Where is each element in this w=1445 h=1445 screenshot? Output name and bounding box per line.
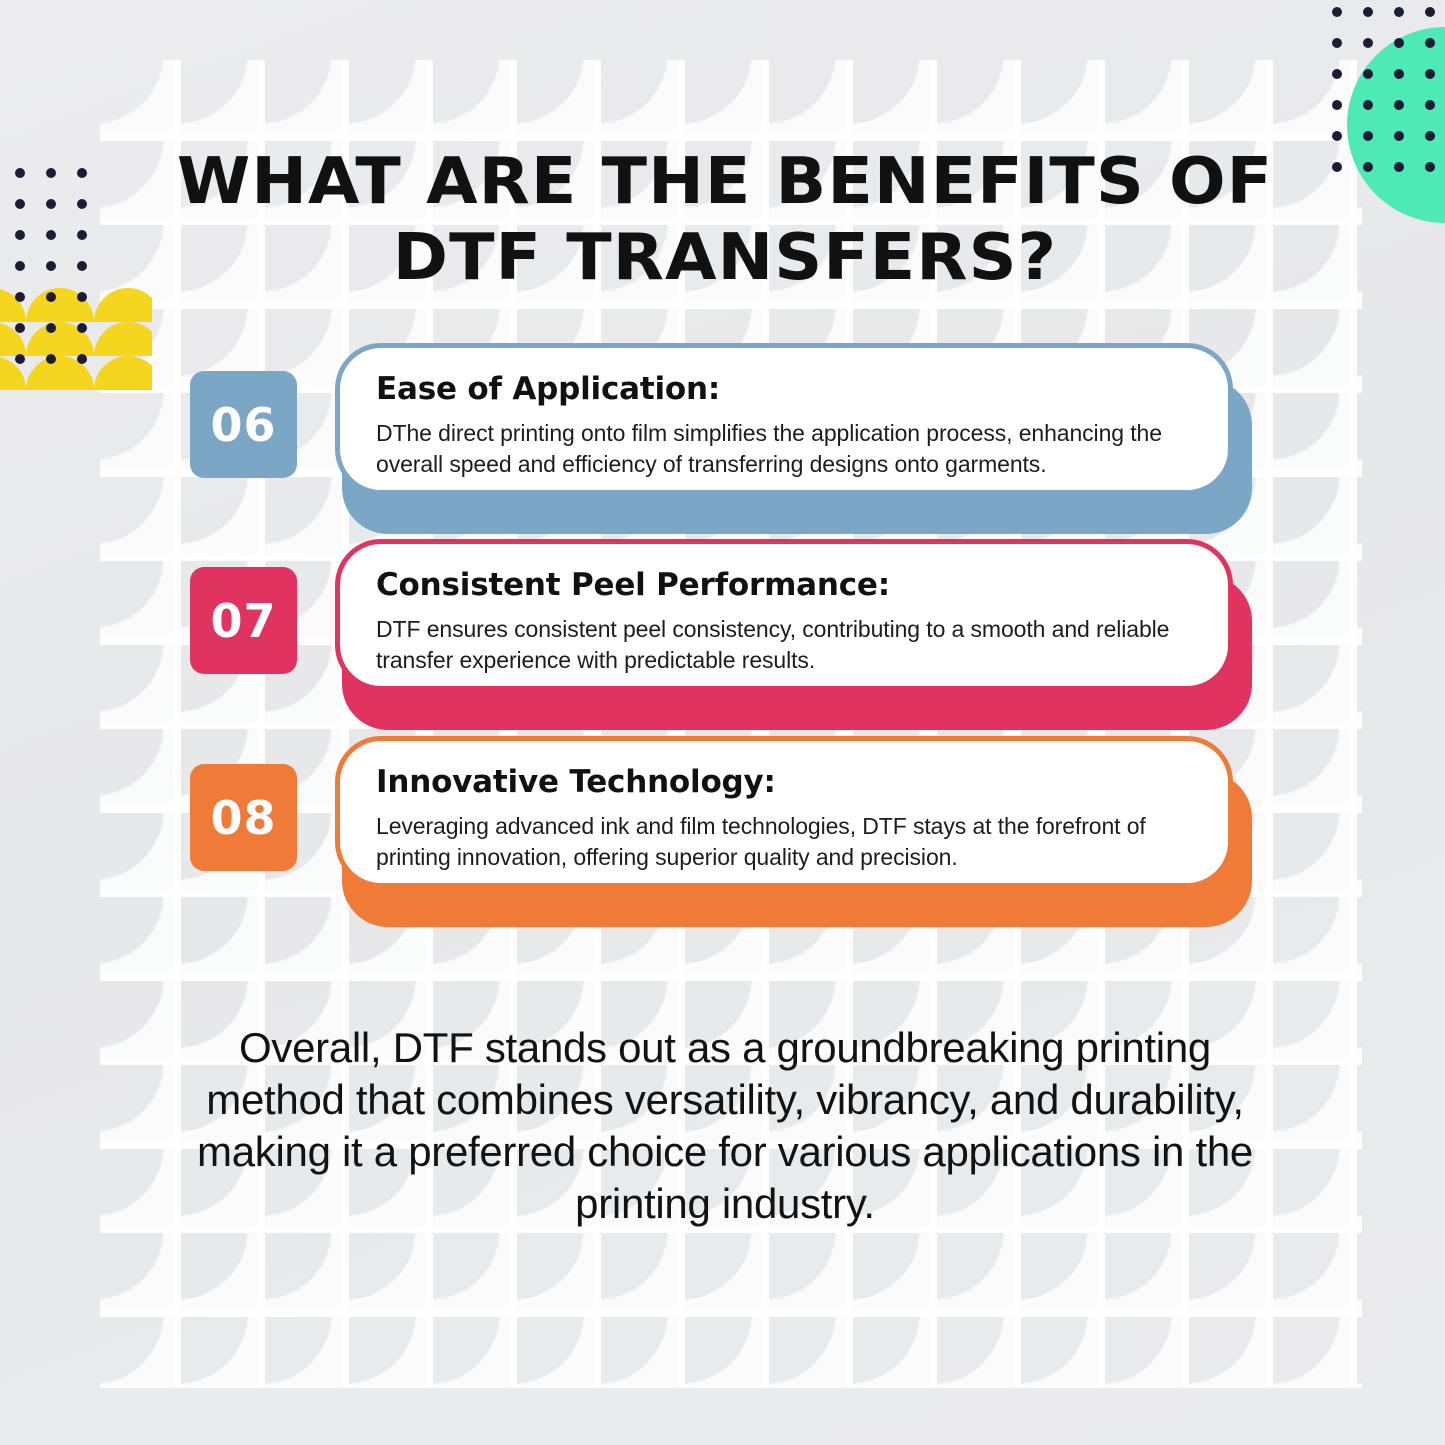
decorative-dot bbox=[1332, 69, 1342, 79]
decorative-dot bbox=[1394, 7, 1404, 17]
page-title: WHAT ARE THE BENEFITS OF DTF TRANSFERS? bbox=[176, 145, 1274, 295]
decorative-dot bbox=[15, 323, 25, 333]
number-badge-06-label: 06 bbox=[210, 397, 277, 452]
decorative-dot bbox=[46, 199, 56, 209]
decorative-dot bbox=[46, 323, 56, 333]
decorative-dot bbox=[15, 261, 25, 271]
benefit-card-06-body: DThe direct printing onto film simplifie… bbox=[376, 420, 1162, 477]
yellow-half-row bbox=[0, 322, 152, 356]
decorative-dot bbox=[77, 168, 87, 178]
decorative-dot bbox=[1332, 100, 1342, 110]
decorative-dot bbox=[77, 199, 87, 209]
decorative-dot bbox=[1332, 38, 1342, 48]
yellow-half-circle bbox=[26, 322, 94, 356]
yellow-half-row bbox=[0, 356, 152, 390]
benefit-card-07-heading: Consistent Peel Performance: bbox=[376, 567, 890, 603]
decorative-dot bbox=[77, 261, 87, 271]
yellow-half-circle bbox=[94, 356, 152, 390]
decorative-dot bbox=[46, 354, 56, 364]
yellow-half-circle bbox=[26, 288, 94, 322]
yellow-half-circle-pattern bbox=[0, 288, 152, 390]
decorative-dot bbox=[1332, 7, 1342, 17]
number-badge-08-label: 08 bbox=[210, 790, 277, 845]
decorative-dot bbox=[1363, 7, 1373, 17]
yellow-half-circle bbox=[26, 356, 94, 390]
decorative-dot bbox=[77, 323, 87, 333]
decorative-dot bbox=[1332, 131, 1342, 141]
decorative-dot bbox=[77, 230, 87, 240]
yellow-half-circle bbox=[0, 288, 26, 322]
decorative-dot bbox=[15, 168, 25, 178]
benefit-card-06[interactable]: Ease of Application: DThe direct printin… bbox=[335, 343, 1233, 495]
number-badge-08: 08 bbox=[190, 764, 297, 871]
benefit-card-07-body: DTF ensures consistent peel consistency,… bbox=[376, 616, 1170, 673]
decorative-dot bbox=[15, 354, 25, 364]
benefit-card-07[interactable]: Consistent Peel Performance: DTF ensures… bbox=[335, 539, 1233, 691]
decorative-dot bbox=[46, 292, 56, 302]
decorative-dot bbox=[15, 199, 25, 209]
number-badge-07-label: 07 bbox=[210, 593, 277, 648]
decorative-dot bbox=[77, 354, 87, 364]
decorative-dot bbox=[1425, 7, 1435, 17]
benefit-card-08-heading: Innovative Technology: bbox=[376, 764, 776, 800]
closing-paragraph: Overall, DTF stands out as a groundbreak… bbox=[197, 1024, 1253, 1227]
decorative-dot bbox=[46, 261, 56, 271]
decorative-dot bbox=[46, 168, 56, 178]
teal-circle-decoration bbox=[1347, 27, 1445, 223]
decorative-dot bbox=[15, 230, 25, 240]
yellow-half-circle bbox=[0, 356, 26, 390]
decorative-dot bbox=[1332, 162, 1342, 172]
yellow-half-circle bbox=[0, 322, 26, 356]
number-badge-07: 07 bbox=[190, 567, 297, 674]
benefit-card-08-body: Leveraging advanced ink and film technol… bbox=[376, 813, 1146, 870]
decorative-dot bbox=[15, 292, 25, 302]
decorative-dot bbox=[1363, 38, 1373, 48]
decorative-dot bbox=[77, 292, 87, 302]
dot-grid-left bbox=[0, 0, 110, 400]
benefit-card-08[interactable]: Innovative Technology: Leveraging advanc… bbox=[335, 736, 1233, 888]
number-badge-06: 06 bbox=[190, 371, 297, 478]
benefit-card-06-heading: Ease of Application: bbox=[376, 371, 721, 407]
yellow-half-circle bbox=[94, 322, 152, 356]
decorative-dot bbox=[46, 230, 56, 240]
